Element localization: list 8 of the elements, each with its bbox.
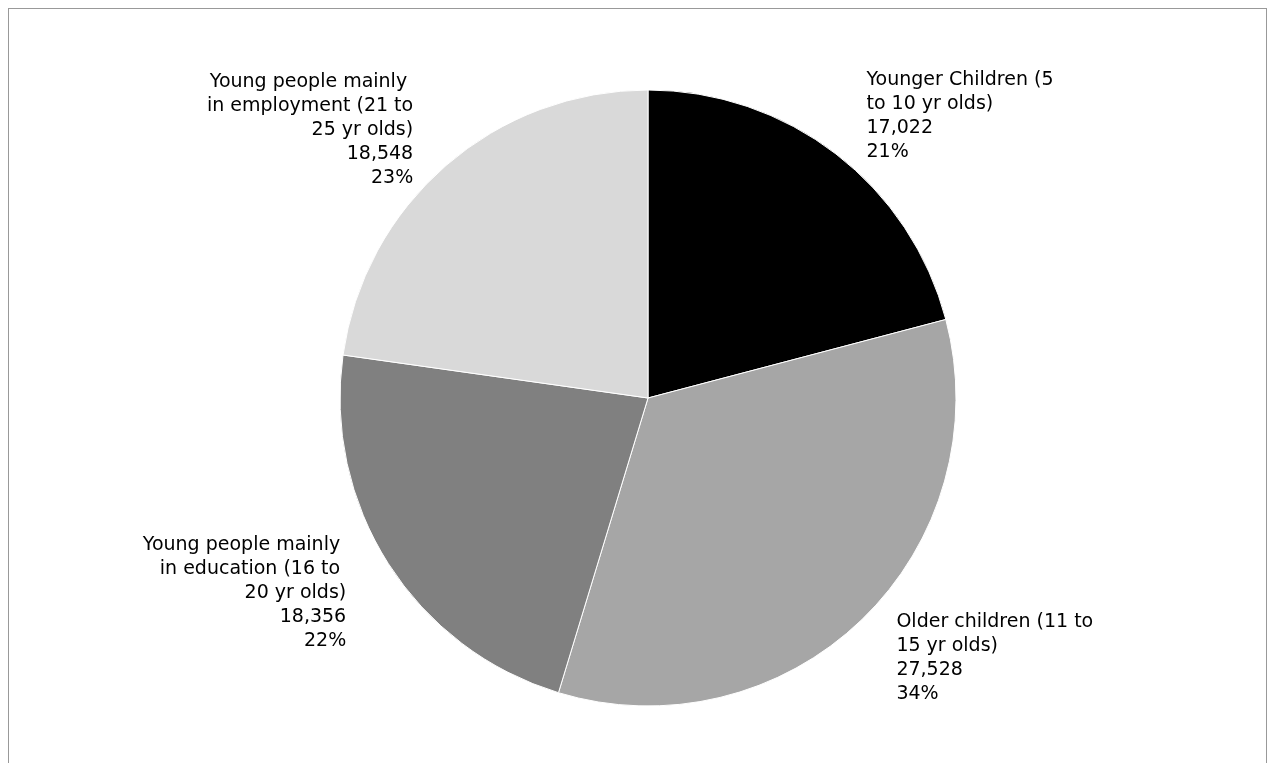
slice-label: Older children (11 to 15 yr olds) (896, 608, 1100, 655)
slice-label: Young people mainly in employment (21 to 25 yr olds) (206, 68, 414, 139)
data-label: 18,356 22% (279, 603, 347, 650)
data-label: 18,548 23% (346, 140, 414, 187)
data-label: 17,022 21% (866, 115, 933, 162)
slice-label: Young people mainly in education (16 to 20 yr olds) (141, 531, 347, 602)
slice-label: Younger Children (5 to 10 yr olds) (865, 67, 1060, 114)
data-label: 27,528 34% (896, 656, 963, 703)
